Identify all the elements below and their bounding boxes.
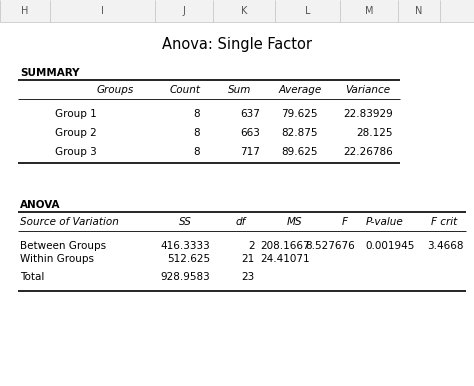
Text: Average: Average <box>278 85 322 95</box>
Text: H: H <box>21 6 29 16</box>
Text: 8.527676: 8.527676 <box>305 241 355 251</box>
Text: 22.83929: 22.83929 <box>343 109 393 119</box>
Text: Source of Variation: Source of Variation <box>20 217 119 227</box>
Text: 82.875: 82.875 <box>282 128 318 138</box>
Text: df: df <box>236 217 246 227</box>
Text: Sum: Sum <box>228 85 252 95</box>
Text: N: N <box>415 6 423 16</box>
Text: 22.26786: 22.26786 <box>343 147 393 157</box>
Text: 23: 23 <box>242 272 255 282</box>
Text: F crit: F crit <box>431 217 457 227</box>
Text: Group 3: Group 3 <box>55 147 97 157</box>
Text: Total: Total <box>20 272 45 282</box>
Text: 663: 663 <box>240 128 260 138</box>
Text: 79.625: 79.625 <box>282 109 318 119</box>
Text: Group 2: Group 2 <box>55 128 97 138</box>
Text: SUMMARY: SUMMARY <box>20 68 80 78</box>
Text: Count: Count <box>170 85 201 95</box>
Text: 8: 8 <box>193 147 200 157</box>
Text: Variance: Variance <box>346 85 391 95</box>
Text: 512.625: 512.625 <box>167 254 210 264</box>
Text: K: K <box>241 6 247 16</box>
Text: MS: MS <box>286 217 302 227</box>
Text: Group 1: Group 1 <box>55 109 97 119</box>
Text: 89.625: 89.625 <box>282 147 318 157</box>
Text: M: M <box>365 6 373 16</box>
Text: Anova: Single Factor: Anova: Single Factor <box>162 37 312 51</box>
Text: 8: 8 <box>193 128 200 138</box>
Text: L: L <box>305 6 310 16</box>
Text: SS: SS <box>179 217 192 227</box>
Text: Between Groups: Between Groups <box>20 241 106 251</box>
Text: 3.4668: 3.4668 <box>428 241 464 251</box>
Bar <box>0 0 474 22</box>
Text: 8: 8 <box>193 109 200 119</box>
Text: I: I <box>101 6 104 16</box>
Text: 2: 2 <box>248 241 255 251</box>
Text: Within Groups: Within Groups <box>20 254 94 264</box>
Text: 637: 637 <box>240 109 260 119</box>
Text: ANOVA: ANOVA <box>20 200 61 210</box>
Text: F: F <box>342 217 348 227</box>
Text: 28.125: 28.125 <box>356 128 393 138</box>
Text: P-value: P-value <box>365 217 403 227</box>
Text: 717: 717 <box>240 147 260 157</box>
Text: Groups: Groups <box>96 85 134 95</box>
Text: 416.3333: 416.3333 <box>160 241 210 251</box>
Text: J: J <box>182 6 185 16</box>
Text: 24.41071: 24.41071 <box>260 254 310 264</box>
Text: 21: 21 <box>242 254 255 264</box>
Text: 0.001945: 0.001945 <box>365 241 415 251</box>
Text: 928.9583: 928.9583 <box>160 272 210 282</box>
Text: 208.1667: 208.1667 <box>260 241 310 251</box>
